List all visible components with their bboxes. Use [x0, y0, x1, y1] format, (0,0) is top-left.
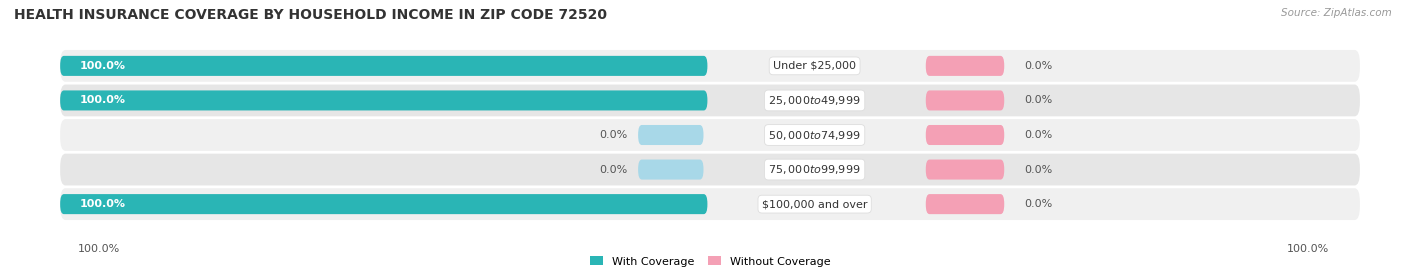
Text: $75,000 to $99,999: $75,000 to $99,999 [769, 163, 860, 176]
FancyBboxPatch shape [925, 160, 1004, 180]
Text: 0.0%: 0.0% [1024, 61, 1052, 71]
FancyBboxPatch shape [925, 90, 1004, 110]
Text: 100.0%: 100.0% [80, 61, 125, 71]
FancyBboxPatch shape [60, 56, 707, 76]
Text: 100.0%: 100.0% [80, 95, 125, 106]
FancyBboxPatch shape [60, 188, 1360, 220]
FancyBboxPatch shape [60, 154, 1360, 185]
Text: 0.0%: 0.0% [1024, 164, 1052, 175]
Text: Under $25,000: Under $25,000 [773, 61, 856, 71]
FancyBboxPatch shape [60, 50, 1360, 82]
FancyBboxPatch shape [60, 90, 707, 110]
FancyBboxPatch shape [60, 85, 1360, 116]
Text: 100.0%: 100.0% [80, 199, 125, 209]
Text: 100.0%: 100.0% [1286, 244, 1329, 254]
Text: 0.0%: 0.0% [599, 164, 627, 175]
Text: 100.0%: 100.0% [77, 244, 120, 254]
FancyBboxPatch shape [60, 119, 1360, 151]
Text: HEALTH INSURANCE COVERAGE BY HOUSEHOLD INCOME IN ZIP CODE 72520: HEALTH INSURANCE COVERAGE BY HOUSEHOLD I… [14, 8, 607, 22]
Text: 0.0%: 0.0% [599, 130, 627, 140]
Text: $50,000 to $74,999: $50,000 to $74,999 [769, 129, 860, 141]
FancyBboxPatch shape [925, 56, 1004, 76]
FancyBboxPatch shape [925, 125, 1004, 145]
Text: $25,000 to $49,999: $25,000 to $49,999 [769, 94, 860, 107]
FancyBboxPatch shape [638, 125, 703, 145]
FancyBboxPatch shape [925, 194, 1004, 214]
Text: 0.0%: 0.0% [1024, 95, 1052, 106]
FancyBboxPatch shape [60, 194, 707, 214]
Legend: With Coverage, Without Coverage: With Coverage, Without Coverage [585, 252, 835, 270]
FancyBboxPatch shape [638, 160, 703, 180]
Text: 0.0%: 0.0% [1024, 199, 1052, 209]
Text: Source: ZipAtlas.com: Source: ZipAtlas.com [1281, 8, 1392, 18]
Text: $100,000 and over: $100,000 and over [762, 199, 868, 209]
Text: 0.0%: 0.0% [1024, 130, 1052, 140]
